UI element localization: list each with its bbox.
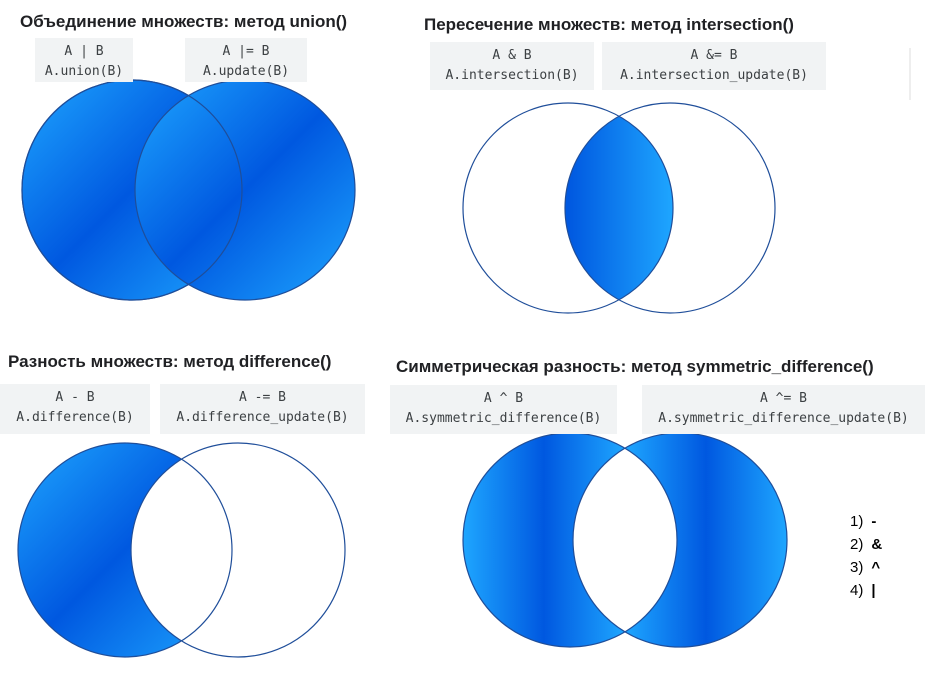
union [21,79,356,301]
text: A &= B [690,48,738,63]
shape [462,102,674,314]
text: A & B [492,48,532,63]
shape [18,443,232,657]
code-box: A |= B A.update(B) [185,38,307,82]
option: 2) & [850,536,882,553]
option: 3) ^ [850,559,880,576]
text: A ^= B [760,391,807,406]
text: A.intersection(B) [445,68,579,83]
text: A ^ B [483,391,524,406]
shape [134,79,356,301]
text: ^ [871,559,881,576]
shape [130,442,346,658]
shape [564,102,776,314]
text: A - B [55,390,95,405]
text: A -= B [239,390,286,405]
code-box: A & B A.intersection(B) [430,42,594,90]
title: Симметрическая разность: метод symmetric… [396,357,874,376]
text: - [871,513,877,530]
title: Разность множеств: метод difference() [8,352,332,371]
code-box: A -= B A.difference_update(B) [160,384,365,434]
code-box: A &= B A.intersection_update(B) [602,42,826,90]
option: 4) | [850,582,876,599]
shape [462,432,788,648]
text: 2) [850,536,864,553]
text: A.symmetric_difference(B) [405,411,602,426]
symmetric-difference [462,432,788,648]
text: A.difference_update(B) [176,410,349,425]
title: Объединение множеств: метод union() [20,12,348,31]
text: 4) [850,582,864,599]
code-box: A ^ B A.symmetric_difference(B) [390,385,617,434]
text: A.symmetric_difference_update(B) [658,411,909,426]
intersection [462,102,776,314]
text: A.union(B) [44,64,124,79]
text: | [871,582,876,599]
shape [565,103,673,313]
code-box: A | B A.union(B) [35,38,133,82]
text: A |= B [222,44,270,59]
text: A | B [64,44,104,59]
code-box: A - B A.difference(B) [0,384,150,434]
option: 1) - [850,513,876,530]
text: A.difference(B) [16,410,134,425]
text: A.update(B) [202,64,290,79]
difference [17,442,346,658]
title: Пересечение множеств: метод intersection… [424,15,794,34]
text: 3) [850,559,864,576]
text: & [871,536,883,553]
shape [17,442,233,658]
text: 1) [850,513,864,530]
code-box: A ^= B A.symmetric_difference_update(B) [642,385,925,434]
text: A.intersection_update(B) [620,68,808,83]
